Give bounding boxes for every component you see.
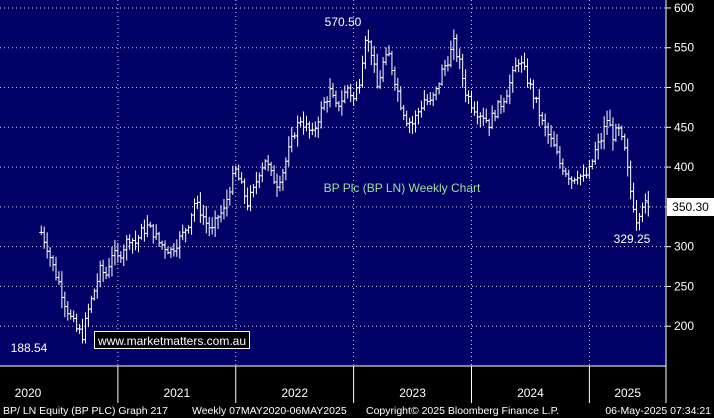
y-tick-label: 400 [674, 160, 694, 174]
x-year-label: 2025 [614, 386, 641, 400]
y-tick-label: 450 [674, 120, 694, 134]
y-tick-label: 600 [674, 1, 694, 15]
price-bars [39, 29, 651, 344]
footer-copyright: Copyright© 2025 Bloomberg Finance L.P. [366, 405, 559, 417]
x-year-label: 2024 [517, 386, 544, 400]
plot-background [0, 0, 666, 366]
x-year-labels: 2020 2021 2022 2023 2024 2025 [0, 0, 667, 403]
chart-title: BP Plc (BP LN) Weekly Chart [324, 181, 481, 195]
high-label: 570.50 [325, 15, 362, 29]
footer-middle: Weekly 07MAY2020-06MAY2025 [192, 405, 347, 417]
x-year-label: 2022 [281, 386, 308, 400]
footer-left: BP/ LN Equity (BP PLC) Graph 217 [3, 405, 168, 417]
y-tick-label: 300 [674, 240, 694, 254]
x-axis-panel [0, 366, 666, 404]
watermark-url: www.marketmatters.com.au [94, 331, 250, 349]
footer-panel [0, 403, 714, 418]
ohlc-bar [643, 193, 648, 214]
low-label: 188.54 [11, 341, 48, 355]
x-year-label: 2023 [399, 386, 426, 400]
footer-right: 06-May-2025 07:34:21 [605, 405, 711, 417]
x-year-label: 2021 [163, 386, 190, 400]
y-tick-label: 550 [674, 41, 694, 55]
y-tick-label: 250 [674, 279, 694, 293]
ohlc-bar-last [646, 190, 651, 217]
y-tick-label: 200 [674, 319, 694, 333]
recent-low-label: 329.25 [614, 232, 651, 246]
last-price-badge: 350.30 [667, 198, 714, 216]
y-tick-label: 500 [674, 81, 694, 95]
x-year-label: 2020 [15, 386, 42, 400]
